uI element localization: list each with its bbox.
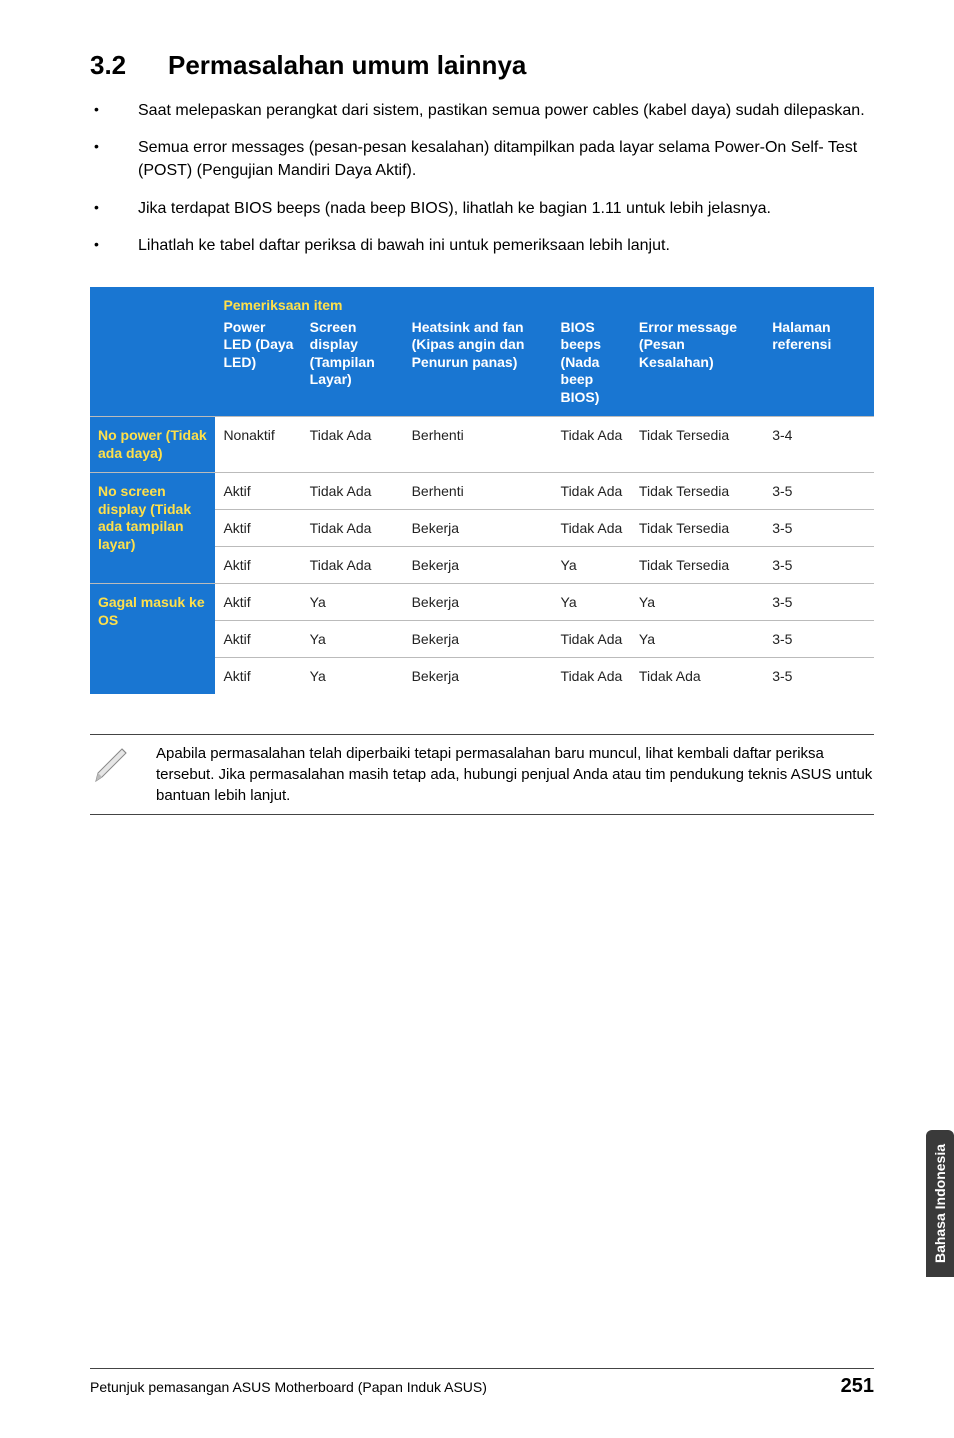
bullet-list: Saat melepaskan perangkat dari sistem, p… xyxy=(90,99,874,257)
note-block: Apabila permasalahan telah diperbaiki te… xyxy=(90,734,874,815)
table-cell: Bekerja xyxy=(404,621,553,658)
table-row: No screen display (Tidak ada tampilan la… xyxy=(90,473,874,510)
table-cell: 3-5 xyxy=(764,473,874,510)
bullet-item: Lihatlah ke tabel daftar periksa di bawa… xyxy=(90,234,874,257)
footer-text: Petunjuk pemasangan ASUS Motherboard (Pa… xyxy=(90,1379,487,1395)
section-number: 3.2 xyxy=(90,50,168,81)
table-col-header: BIOS beeps (Nada beep BIOS) xyxy=(553,317,631,417)
bullet-item: Saat melepaskan perangkat dari sistem, p… xyxy=(90,99,874,122)
table-cell: Ya xyxy=(302,658,404,695)
table-cell: Bekerja xyxy=(404,584,553,621)
table-row: Gagal masuk ke OS Aktif Ya Bekerja Ya Ya… xyxy=(90,584,874,621)
table-col-header: Heatsink and fan (Kipas angin dan Penuru… xyxy=(404,317,553,417)
table-cell: 3-5 xyxy=(764,658,874,695)
table-cell: Tidak Ada xyxy=(553,510,631,547)
table-corner xyxy=(90,287,215,317)
table-cell: Aktif xyxy=(215,621,301,658)
table-cell: Tidak Ada xyxy=(553,658,631,695)
table-cell: 3-4 xyxy=(764,417,874,473)
table-cell: Aktif xyxy=(215,547,301,584)
table-cell: Tidak Ada xyxy=(302,417,404,473)
table-cell: Aktif xyxy=(215,510,301,547)
bullet-item: Semua error messages (pesan-pesan kesala… xyxy=(90,136,874,182)
pencil-icon xyxy=(90,743,136,792)
table-cell: Tidak Ada xyxy=(302,473,404,510)
section-title: Permasalahan umum lainnya xyxy=(168,50,526,80)
table-col-header: Halaman referensi xyxy=(764,317,874,417)
table-cell: Tidak Tersedia xyxy=(631,473,764,510)
table-row: No power (Tidak ada daya) Nonaktif Tidak… xyxy=(90,417,874,473)
table-cell: Bekerja xyxy=(404,547,553,584)
table-cell: 3-5 xyxy=(764,621,874,658)
section-heading: 3.2Permasalahan umum lainnya xyxy=(90,50,874,81)
table-cell: Ya xyxy=(302,584,404,621)
table-cell: Tidak Ada xyxy=(553,621,631,658)
troubleshoot-table: Pemeriksaan item Power LED (Daya LED) Sc… xyxy=(90,287,874,695)
table-group-label: Gagal masuk ke OS xyxy=(90,584,215,695)
table-col-header: Power LED (Daya LED) xyxy=(215,317,301,417)
table-col-header: Error message (Pesan Kesalahan) xyxy=(631,317,764,417)
table-col-header: Screen display (Tampilan Layar) xyxy=(302,317,404,417)
table-cell: Aktif xyxy=(215,658,301,695)
table-cell: Tidak Tersedia xyxy=(631,417,764,473)
table-cell: Bekerja xyxy=(404,658,553,695)
table-cell: Tidak Tersedia xyxy=(631,510,764,547)
table-cell: Aktif xyxy=(215,584,301,621)
table-cell: 3-5 xyxy=(764,547,874,584)
bullet-item: Jika terdapat BIOS beeps (nada beep BIOS… xyxy=(90,197,874,220)
table-cell: Aktif xyxy=(215,473,301,510)
table-cell: Tidak Ada xyxy=(553,473,631,510)
table-super-header: Pemeriksaan item xyxy=(215,287,874,317)
table-cell: Nonaktif xyxy=(215,417,301,473)
table-cell: 3-5 xyxy=(764,584,874,621)
language-tab: Bahasa Indonesia xyxy=(926,1130,954,1277)
table-cell: Tidak Ada xyxy=(302,547,404,584)
table-cell: Tidak Tersedia xyxy=(631,547,764,584)
page-number: 251 xyxy=(841,1375,874,1398)
table-cell: Ya xyxy=(631,584,764,621)
table-cell: Ya xyxy=(553,547,631,584)
page-footer: Petunjuk pemasangan ASUS Motherboard (Pa… xyxy=(90,1368,874,1398)
table-cell: 3-5 xyxy=(764,510,874,547)
table-cell: Bekerja xyxy=(404,510,553,547)
table-cell: Tidak Ada xyxy=(553,417,631,473)
table-group-label: No power (Tidak ada daya) xyxy=(90,417,215,473)
table-cell: Ya xyxy=(631,621,764,658)
table-cell: Ya xyxy=(302,621,404,658)
note-text: Apabila permasalahan telah diperbaiki te… xyxy=(156,743,874,806)
table-cell: Berhenti xyxy=(404,473,553,510)
table-cell: Ya xyxy=(553,584,631,621)
table-rowhead-blank xyxy=(90,317,215,417)
table-cell: Tidak Ada xyxy=(631,658,764,695)
table-cell: Berhenti xyxy=(404,417,553,473)
table-group-label: No screen display (Tidak ada tampilan la… xyxy=(90,473,215,584)
table-cell: Tidak Ada xyxy=(302,510,404,547)
